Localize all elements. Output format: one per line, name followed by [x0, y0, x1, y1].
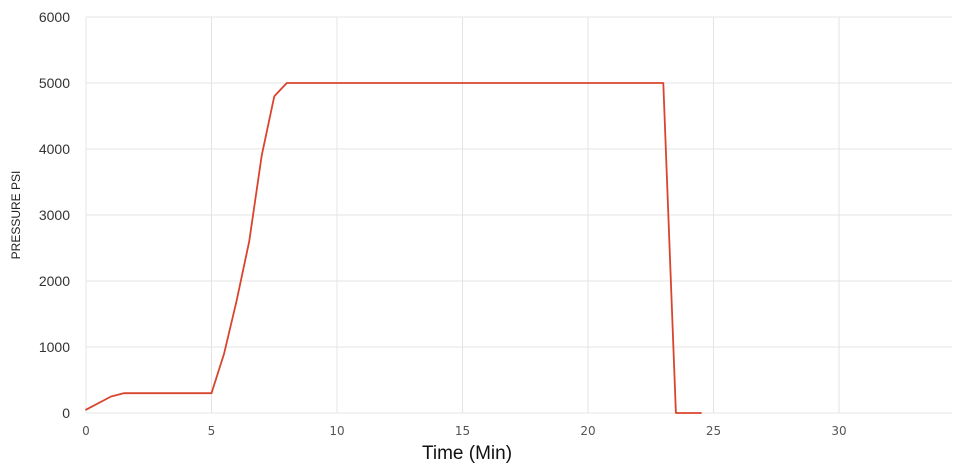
x-tick-label-0: 0: [82, 424, 90, 438]
x-tick-label-25: 25: [706, 424, 721, 438]
y-tick-label-1000: 1000: [39, 339, 70, 355]
y-tick-label-0: 0: [62, 405, 70, 421]
grid-lines: [85, 16, 952, 414]
y-tick-label-3000: 3000: [39, 207, 70, 223]
series-line-0: [85, 82, 702, 414]
x-tick-label-30: 30: [831, 424, 846, 438]
x-axis-title: Time (Min): [422, 443, 512, 464]
y-axis-title: PRESSURE PSI: [9, 171, 23, 260]
y-tick-label-5000: 5000: [39, 75, 70, 91]
x-tick-label-5: 5: [208, 424, 216, 438]
y-tick-label-2000: 2000: [39, 273, 70, 289]
series-layer: [85, 82, 702, 414]
y-axis-ticks: 0 1000 2000 3000 4000 5000 6000: [39, 9, 70, 421]
y-tick-label-4000: 4000: [39, 141, 70, 157]
x-tick-label-20: 20: [580, 424, 595, 438]
x-tick-label-10: 10: [329, 424, 344, 438]
x-axis-ticks: 0 5 10 15 20 25 30: [82, 424, 847, 438]
x-tick-label-15: 15: [455, 424, 470, 438]
y-tick-label-6000: 6000: [39, 9, 70, 25]
